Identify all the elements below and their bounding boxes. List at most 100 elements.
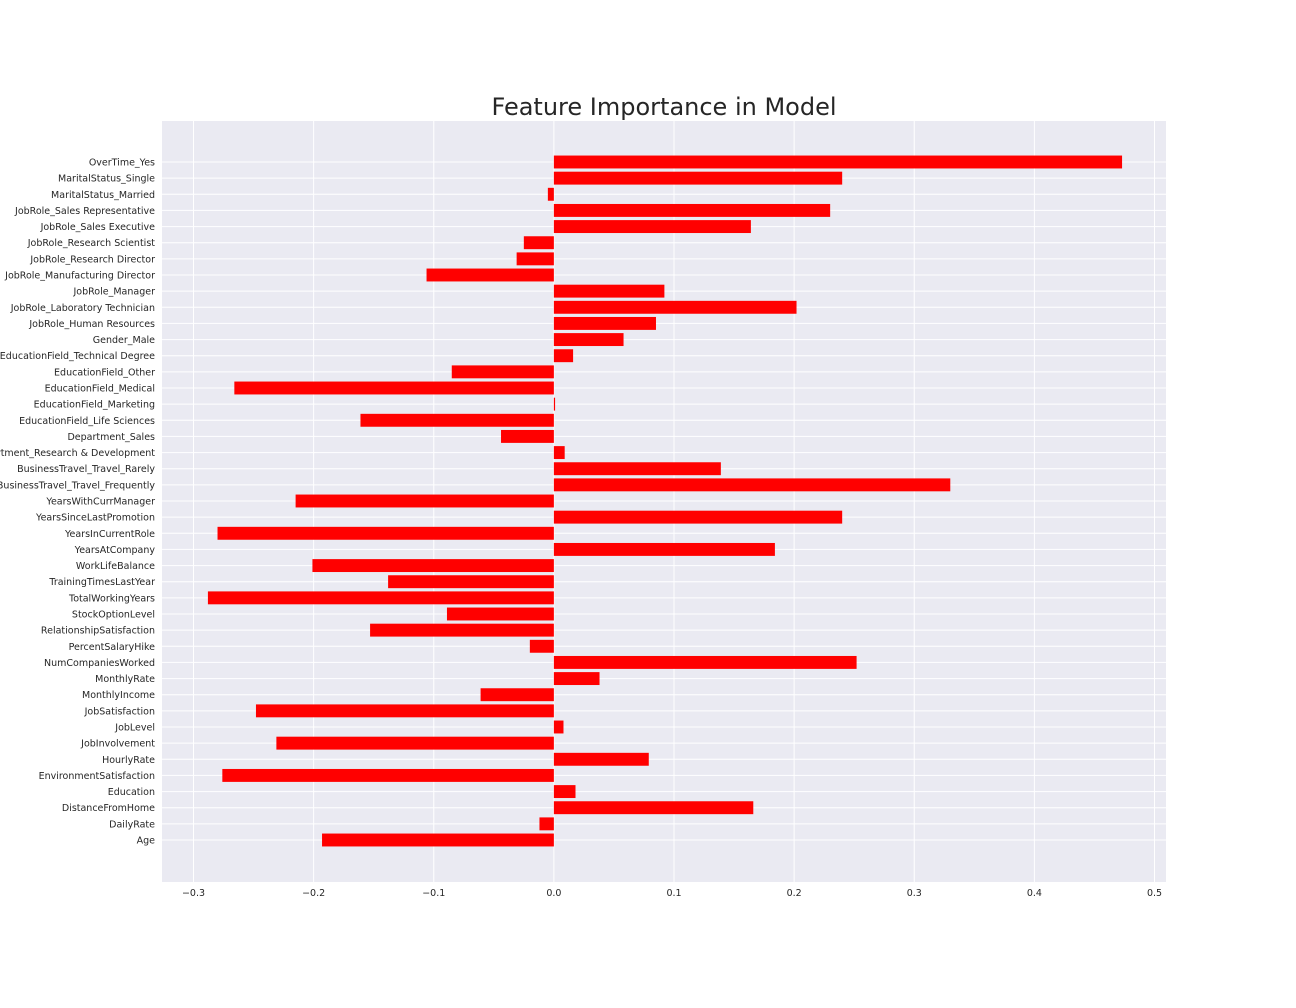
y-tick-label: RelationshipSatisfaction	[41, 626, 155, 637]
bar	[553, 155, 1123, 169]
bar	[480, 688, 554, 702]
bar	[539, 817, 554, 831]
y-tick-label: JobRole_Research Scientist	[27, 238, 156, 249]
bar	[553, 284, 665, 298]
y-tick-label: YearsInCurrentRole	[64, 529, 155, 540]
bar	[553, 752, 649, 766]
bar	[234, 381, 554, 395]
x-tick-label: 0.4	[1027, 888, 1042, 899]
y-tick-label: EducationField_Medical	[45, 384, 155, 395]
y-tick-label: JobRole_Human Resources	[28, 319, 155, 330]
bar	[446, 607, 554, 621]
y-tick-label: Education	[108, 787, 155, 798]
y-tick-label: MonthlyIncome	[82, 690, 155, 701]
y-tick-label: HourlyRate	[102, 755, 155, 766]
y-tick-label: JobInvolvement	[80, 739, 155, 750]
y-tick-label: Department_Research & Development	[0, 448, 155, 459]
y-tick-label: EducationField_Marketing	[34, 400, 155, 411]
y-tick-label: DailyRate	[109, 819, 155, 830]
bar	[547, 187, 554, 201]
bar	[553, 316, 656, 330]
y-tick-label: MonthlyRate	[95, 674, 155, 685]
y-tick-label: Department_Sales	[67, 432, 155, 443]
bar	[553, 333, 624, 347]
x-tick-label: 0.2	[787, 888, 802, 899]
x-tick-label: 0.5	[1147, 888, 1162, 899]
bar	[553, 542, 775, 556]
y-tick-label: WorkLifeBalance	[76, 561, 155, 572]
bar	[370, 623, 554, 637]
y-tick-label: EnvironmentSatisfaction	[39, 771, 155, 782]
bar	[553, 397, 556, 411]
bar	[553, 203, 831, 217]
bar	[553, 510, 843, 524]
y-tick-label: JobRole_Manager	[72, 287, 155, 298]
bar	[553, 446, 565, 460]
y-tick-label: JobRole_Laboratory Technician	[10, 303, 155, 314]
grid-lines	[162, 121, 1166, 882]
y-tick-label: EducationField_Other	[54, 367, 155, 378]
bar	[426, 268, 554, 282]
y-tick-label: YearsWithCurrManager	[45, 497, 155, 508]
bar	[451, 365, 554, 379]
chart-title: Feature Importance in Model	[491, 93, 836, 121]
bar	[553, 672, 600, 686]
x-tick-label: −0.3	[182, 888, 205, 899]
bar	[553, 462, 721, 476]
y-tick-label: JobRole_Research Director	[29, 254, 155, 265]
bar	[217, 526, 554, 540]
y-tick-label: PercentSalaryHike	[69, 642, 156, 653]
bar	[360, 413, 554, 427]
bar	[312, 559, 554, 573]
y-tick-label: Age	[137, 836, 156, 847]
bar	[388, 575, 554, 589]
bar	[322, 833, 554, 847]
y-tick-label: MaritalStatus_Single	[58, 174, 155, 185]
bars	[207, 155, 1123, 847]
y-tick-label: BusinessTravel_Travel_Frequently	[0, 480, 155, 491]
bar	[553, 720, 564, 734]
bar	[553, 785, 576, 799]
y-tick-label: EducationField_Technical Degree	[0, 351, 155, 362]
y-tick-label: EducationField_Life Sciences	[19, 416, 155, 427]
x-tick-label: 0.0	[546, 888, 561, 899]
x-tick-labels: −0.3 −0.2 −0.1 0.0 0.1 0.2 0.3 0.4 0.5	[182, 888, 1162, 899]
bar	[553, 171, 843, 185]
bar	[553, 655, 857, 669]
x-tick-label: 0.1	[666, 888, 681, 899]
bar	[276, 736, 554, 750]
bar	[553, 478, 951, 492]
y-tick-label: JobRole_Sales Executive	[40, 222, 156, 233]
y-tick-label: Gender_Male	[93, 335, 155, 346]
y-tick-label: DistanceFromHome	[62, 803, 155, 814]
y-tick-label: BusinessTravel_Travel_Rarely	[17, 464, 155, 475]
bar	[222, 768, 554, 782]
y-tick-label: NumCompaniesWorked	[44, 658, 155, 669]
x-tick-label: 0.3	[907, 888, 922, 899]
bar	[255, 704, 554, 718]
bar	[295, 494, 554, 508]
y-tick-label: OverTime_Yes	[89, 158, 155, 169]
bar	[529, 639, 554, 653]
y-tick-label: TrainingTimesLastYear	[48, 577, 155, 588]
bar	[553, 300, 797, 314]
bar	[553, 220, 751, 234]
y-tick-label: JobRole_Sales Representative	[14, 206, 155, 217]
x-tick-label: −0.1	[422, 888, 445, 899]
bar	[501, 429, 554, 443]
y-tick-label: JobRole_Manufacturing Director	[4, 271, 155, 282]
y-tick-label: TotalWorkingYears	[68, 593, 155, 604]
y-tick-label: YearsSinceLastPromotion	[35, 513, 155, 524]
bar	[516, 252, 554, 266]
y-tick-labels: Age DailyRate DistanceFromHome Education Env…	[0, 158, 155, 847]
bar	[523, 236, 554, 250]
bar	[553, 801, 754, 815]
y-tick-label: JobSatisfaction	[84, 706, 155, 717]
y-tick-label: MaritalStatus_Married	[51, 190, 155, 201]
y-tick-label: JobLevel	[114, 723, 155, 734]
y-tick-label: YearsAtCompany	[74, 545, 156, 556]
bar	[553, 349, 574, 363]
y-tick-label: StockOptionLevel	[72, 610, 155, 621]
x-tick-label: −0.2	[302, 888, 325, 899]
